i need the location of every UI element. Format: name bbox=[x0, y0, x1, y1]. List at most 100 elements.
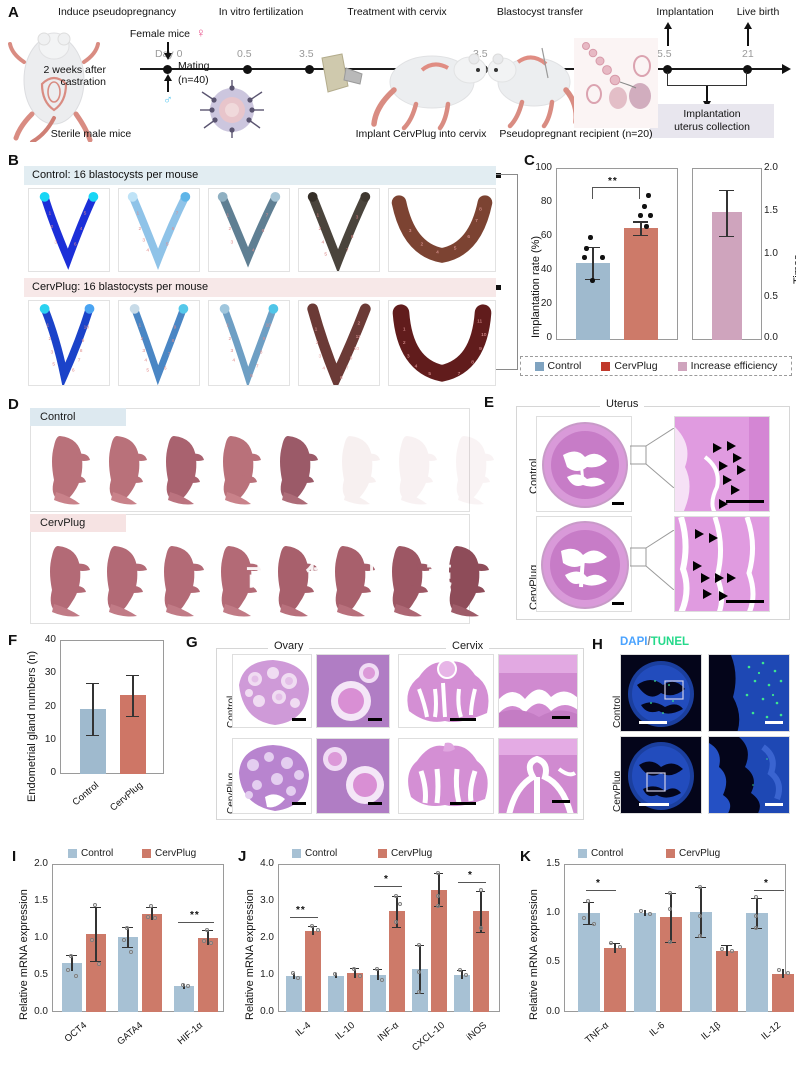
svg-text:9: 9 bbox=[263, 336, 266, 342]
panel-k-xcat-il1b: IL-1β bbox=[699, 1020, 724, 1043]
pup-cervplug-4[interactable] bbox=[209, 540, 267, 618]
panel-c-point-control-2 bbox=[584, 246, 589, 251]
panel-j-bar-infa-cervplug[interactable] bbox=[389, 911, 405, 1012]
male-symbol-icon: ♂ bbox=[163, 92, 173, 107]
panel-f-errorcap-cervplug-top bbox=[126, 674, 139, 676]
panel-k-bar-il1b-cervplug[interactable] bbox=[716, 950, 738, 1012]
panel-h-cervplug-overview[interactable] bbox=[620, 736, 702, 814]
panel-k-pt-tnfa-p2 bbox=[618, 945, 622, 949]
panel-k-errcap-tnfa-control-bot bbox=[583, 924, 594, 926]
panel-i-pt-hif-p1 bbox=[205, 928, 209, 932]
pup-cervplug-6[interactable] bbox=[323, 540, 381, 618]
panel-g-ovary-control-low[interactable] bbox=[232, 654, 312, 728]
panel-k-bar-il6-control[interactable] bbox=[634, 913, 656, 1012]
panel-d-control-label: Control bbox=[30, 408, 126, 426]
panel-e-control-zoom[interactable] bbox=[674, 416, 770, 512]
pup-control-3[interactable] bbox=[154, 430, 212, 506]
svg-text:7: 7 bbox=[475, 218, 478, 224]
pup-control-5[interactable] bbox=[268, 430, 326, 506]
panel-g-ovary-cervplug-high[interactable] bbox=[316, 738, 390, 814]
panel-j-pt-inos-c2 bbox=[464, 973, 468, 977]
pup-cervplug-2[interactable] bbox=[95, 540, 153, 618]
panel-k-legend-label-cervplug: CervPlug bbox=[679, 848, 721, 859]
pup-control-1[interactable] bbox=[40, 430, 98, 506]
uterus-image-cervplug-2[interactable]: 1 2 3 4 5 9 8 7 6 bbox=[118, 300, 200, 386]
panel-i-pt-oct4-c2 bbox=[66, 968, 70, 972]
sterile-male-mouse-illustration bbox=[8, 32, 100, 142]
panel-g-scalebar-cervix-cervplug-high bbox=[552, 800, 570, 803]
implant-caption: Implant CervPlug into cervix bbox=[355, 128, 487, 140]
panel-i-legend-label-control: Control bbox=[81, 848, 114, 859]
panel-j-bar-inos-control[interactable] bbox=[454, 975, 470, 1012]
pup-cervplug-3[interactable] bbox=[152, 540, 210, 618]
pup-control-2[interactable] bbox=[97, 430, 155, 506]
pup-control-faded-6[interactable] bbox=[330, 430, 388, 506]
timeline-dot-0-5 bbox=[243, 64, 252, 74]
panel-c-bar-cervplug[interactable] bbox=[624, 228, 658, 340]
panel-i-bar-gata4-control[interactable] bbox=[118, 937, 138, 1012]
uterus-image-cervplug-3[interactable]: 1 2 3 4 10 9 8 7 6 bbox=[208, 300, 290, 386]
uterus-image-cervplug-1[interactable]: 1 2 3 5 10 9 8 7 6 bbox=[28, 300, 110, 386]
panel-i-ylabel: Relative mRNA expression bbox=[18, 889, 30, 1020]
panel-j-bar-il4-cervplug[interactable] bbox=[305, 930, 321, 1012]
panel-k-legend-cervplug: CervPlug bbox=[666, 848, 720, 859]
panel-g-ovary-cervplug-low[interactable] bbox=[232, 738, 312, 814]
pup-control-4[interactable] bbox=[211, 430, 269, 506]
panel-i-pt-gata4-p2 bbox=[146, 915, 150, 919]
svg-text:6: 6 bbox=[172, 226, 175, 232]
panel-k-bar-il6-cervplug[interactable] bbox=[660, 917, 682, 1012]
svg-text:10: 10 bbox=[481, 332, 487, 338]
panel-i-bar-gata4-cervplug[interactable] bbox=[142, 913, 162, 1012]
panel-g-ovary-control-high[interactable] bbox=[316, 654, 390, 728]
pup-control-faded-8[interactable] bbox=[444, 430, 502, 506]
panel-g-cervix-cervplug-high[interactable] bbox=[498, 738, 578, 814]
panel-i-bar-oct4-cervplug[interactable] bbox=[86, 934, 106, 1012]
panel-a-letter: A bbox=[8, 4, 19, 21]
panel-j-pt-infa-p3 bbox=[394, 920, 398, 924]
pup-cervplug-5[interactable] bbox=[266, 540, 324, 618]
panel-g-cervix-cervplug-low[interactable] bbox=[398, 738, 494, 814]
panel-j-ytick-00: 0.0 bbox=[260, 1006, 274, 1017]
panel-k-bar-il12-cervplug[interactable] bbox=[772, 973, 794, 1012]
panel-i-bar-hif-cervplug[interactable] bbox=[198, 938, 218, 1012]
uterus-image-control-3[interactable]: 1 2 3 7 6 4 bbox=[208, 188, 290, 272]
panel-h-control-zoom[interactable] bbox=[708, 654, 790, 732]
pup-cervplug-1[interactable] bbox=[38, 540, 96, 618]
panel-e-control-overview[interactable] bbox=[536, 416, 632, 512]
uterus-image-cervplug-4[interactable]: 1 2 3 4 2 11 10 9 7 6 bbox=[298, 300, 380, 386]
pup-control-faded-7[interactable] bbox=[387, 430, 445, 506]
uterus-image-cervplug-5[interactable]: 1 2 3 4 5 7 8 9 10 11 bbox=[388, 300, 496, 386]
panel-e-cervplug-overview[interactable] bbox=[536, 516, 632, 612]
panel-c-ytick-40: 40 bbox=[540, 264, 552, 275]
panel-g-cervix-control-high[interactable] bbox=[498, 654, 578, 728]
panel-j-bar-infa-control[interactable] bbox=[370, 975, 386, 1012]
panel-j-err-il4-cervplug bbox=[312, 926, 314, 935]
pup-cervplug-8[interactable] bbox=[437, 540, 495, 618]
panel-j-bar-cxcl10-cervplug[interactable] bbox=[431, 889, 447, 1012]
panel-k-ytick-05: 0.5 bbox=[546, 956, 560, 967]
panel-k-bar-tnfa-cervplug[interactable] bbox=[604, 947, 626, 1012]
panel-j-bar-il10-control[interactable] bbox=[328, 975, 344, 1012]
pup-cervplug-7[interactable] bbox=[380, 540, 438, 618]
panel-j-bar-inos-cervplug[interactable] bbox=[473, 911, 489, 1012]
panel-j-bar-il4-control[interactable] bbox=[286, 976, 302, 1012]
svg-text:5: 5 bbox=[454, 246, 457, 252]
uterus-image-control-1[interactable]: 1 2 3 5 4 6 bbox=[28, 188, 110, 272]
panel-i-bar-hif-control[interactable] bbox=[174, 986, 194, 1012]
panel-e-uterus-histology: E Uterus Control CervPlug bbox=[480, 392, 796, 630]
panel-e-cervplug-zoom[interactable] bbox=[674, 516, 770, 612]
panel-f-ytick-0: 0 bbox=[50, 767, 56, 778]
panel-g-cervix-control-low[interactable] bbox=[398, 654, 494, 728]
panel-c-y2tick-00: 0.0 bbox=[764, 332, 778, 343]
panel-j-bar-il10-cervplug[interactable] bbox=[347, 973, 363, 1012]
panel-j-pt-inos-p1 bbox=[479, 888, 483, 892]
panel-h-control-overview[interactable] bbox=[620, 654, 702, 732]
panel-h-cervplug-zoom[interactable] bbox=[708, 736, 790, 814]
panel-k-bar-il12-control[interactable] bbox=[746, 913, 768, 1012]
panel-k-bar-tnfa-control[interactable] bbox=[578, 913, 600, 1012]
panel-i-pt-gata4-p1 bbox=[149, 904, 153, 908]
panel-c-errorcap-cervplug-bottom bbox=[633, 235, 648, 237]
